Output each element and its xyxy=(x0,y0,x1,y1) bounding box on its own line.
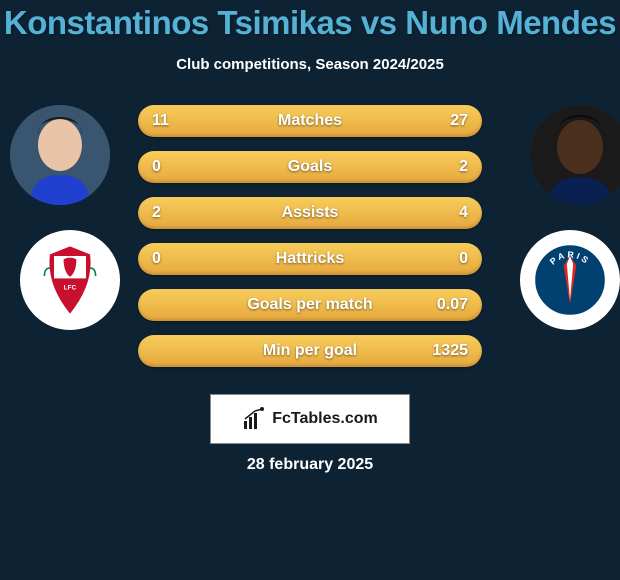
stat-label: Goals xyxy=(138,151,482,183)
stat-right-value: 2 xyxy=(459,151,468,183)
player-left-avatar xyxy=(10,105,110,205)
brand-text: FcTables.com xyxy=(272,410,378,428)
club-left-badge: LFC xyxy=(20,230,120,330)
page-title: Konstantinos Tsimikas vs Nuno Mendes xyxy=(0,4,620,42)
psg-crest-icon: PARIS xyxy=(530,240,610,320)
comparison-panel: LFC PARIS 11 Matches 27 0 Goals 2 2 Assi… xyxy=(0,105,620,375)
stat-bar-matches: 11 Matches 27 xyxy=(138,105,482,137)
stat-bar-assists: 2 Assists 4 xyxy=(138,197,482,229)
stat-right-value: 1325 xyxy=(432,335,468,367)
stat-right-value: 4 xyxy=(459,197,468,229)
stat-bars: 11 Matches 27 0 Goals 2 2 Assists 4 0 Ha… xyxy=(138,105,482,381)
fctables-logo-icon xyxy=(242,407,266,431)
stat-bar-min-per-goal: Min per goal 1325 xyxy=(138,335,482,367)
stat-label: Matches xyxy=(138,105,482,137)
stat-right-value: 0 xyxy=(459,243,468,275)
stat-right-value: 27 xyxy=(450,105,468,137)
header: Konstantinos Tsimikas vs Nuno Mendes Clu… xyxy=(0,0,620,73)
svg-text:LFC: LFC xyxy=(64,285,77,292)
brand-badge: FcTables.com xyxy=(210,394,410,444)
stat-bar-goals: 0 Goals 2 xyxy=(138,151,482,183)
stat-right-value: 0.07 xyxy=(437,289,468,321)
avatar-left-icon xyxy=(10,105,110,205)
club-right-badge: PARIS xyxy=(520,230,620,330)
liverpool-crest-icon: LFC xyxy=(30,240,110,320)
stat-label: Assists xyxy=(138,197,482,229)
avatar-right-icon xyxy=(530,105,620,205)
page-subtitle: Club competitions, Season 2024/2025 xyxy=(0,56,620,73)
footer-date: 28 february 2025 xyxy=(0,456,620,474)
player-right-avatar xyxy=(530,105,620,205)
stat-label: Hattricks xyxy=(138,243,482,275)
stat-bar-goals-per-match: Goals per match 0.07 xyxy=(138,289,482,321)
stat-bar-hattricks: 0 Hattricks 0 xyxy=(138,243,482,275)
stat-label: Min per goal xyxy=(138,335,482,367)
stat-label: Goals per match xyxy=(138,289,482,321)
